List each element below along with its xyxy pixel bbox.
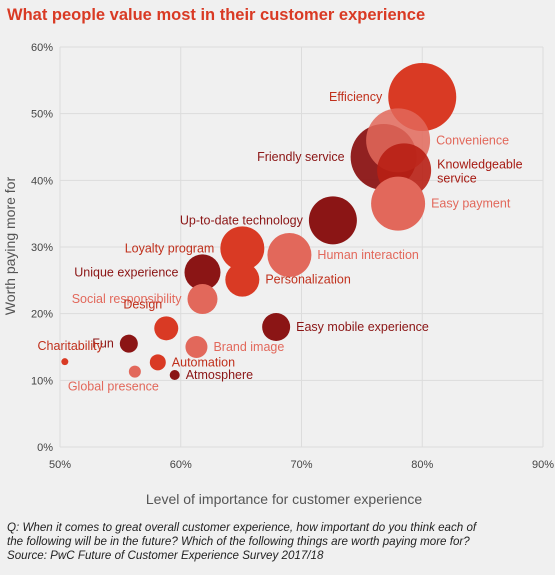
y-tick-label: 30% [31, 242, 53, 254]
y-tick-label: 10% [31, 375, 53, 387]
x-tick-label: 50% [49, 459, 71, 471]
bubble-label-efficiency: Efficiency [329, 90, 383, 104]
bubble-loyalty-program [220, 226, 265, 271]
bubble-label-easy-payment: Easy payment [431, 197, 511, 211]
bubble-social-responsibility [187, 284, 218, 314]
y-tick-label: 0% [37, 442, 53, 454]
bubble-atmosphere [169, 370, 180, 380]
bubble-label-brand-image: Brand image [213, 340, 284, 354]
bubble-label-atmosphere: Atmosphere [186, 368, 253, 382]
bubble-label-friendly-service: Friendly service [257, 150, 345, 164]
bubble-human-interaction [267, 233, 312, 277]
x-tick-label: 60% [170, 459, 192, 471]
y-tick-label: 50% [31, 109, 53, 121]
bubble-brand-image [185, 336, 208, 358]
bubble-label-charitability: Charitability [38, 339, 104, 353]
y-tick-label: 40% [31, 175, 53, 187]
bubbles [61, 63, 457, 380]
bubble-up-to-date-technology [308, 196, 357, 245]
footnote-question-line-1: Q: When it comes to great overall custom… [7, 521, 477, 534]
y-tick-label: 60% [31, 42, 53, 54]
chart-title: What people value most in their customer… [7, 6, 426, 24]
footnote-source: Source: PwC Future of Customer Experienc… [7, 549, 324, 562]
bubble-chart: 0% 10% 20% 30% 40% 50% 60% 50% 60% 70% 80% 90% Eff… [2, 42, 554, 507]
bubble-unique-experience [184, 254, 221, 291]
bubble-personalization [225, 262, 260, 297]
bubble-label-knowledgeable-service: Knowledgeable service [437, 157, 523, 185]
bubble-design [154, 316, 179, 341]
bubble-fun [119, 334, 138, 353]
y-tick-label: 20% [31, 309, 53, 321]
bubble-label-convenience: Convenience [436, 133, 509, 147]
x-axis-ticks: 50% 60% 70% 80% 90% [49, 459, 554, 471]
bubble-label-fun: Fun [92, 337, 114, 351]
bubble-easy-mobile-experience [262, 313, 291, 341]
footnote: Q: When it comes to great overall custom… [7, 521, 552, 563]
x-tick-label: 80% [411, 459, 433, 471]
footnote-question-line-2: the following will be in the future? Whi… [7, 535, 470, 548]
bubble-label-unique-experience: Unique experience [74, 265, 178, 279]
x-tick-label: 90% [532, 459, 554, 471]
bubble-label-personalization: Personalization [265, 273, 351, 287]
bubble-label-human-interaction: Human interaction [317, 248, 418, 262]
bubble-easy-payment [371, 176, 426, 231]
bubble-automation [149, 354, 166, 371]
bubble-label-easy-mobile-experience: Easy mobile experience [296, 320, 429, 334]
y-axis-ticks: 0% 10% 20% 30% 40% 50% 60% [31, 42, 53, 454]
bubble-charitability [61, 358, 69, 366]
x-tick-label: 70% [290, 459, 312, 471]
bubble-labels: Efficiency Convenience Friendly service Kno… [38, 90, 523, 394]
bubble-label-design: Design [123, 297, 162, 311]
bubble-global-presence [128, 365, 141, 378]
y-axis-label: Worth paying more for [2, 177, 18, 316]
x-axis-label: Level of importance for customer experie… [146, 491, 422, 507]
bubble-label-global-presence: Global presence [68, 380, 159, 394]
bubble-label-up-to-date-technology: Up-to-date technology [180, 213, 304, 227]
bubble-label-social-responsibility: Social responsibility [72, 292, 183, 306]
bubble-label-loyalty-program: Loyalty program [125, 241, 215, 255]
bubble-label-automation: Automation [172, 355, 235, 369]
